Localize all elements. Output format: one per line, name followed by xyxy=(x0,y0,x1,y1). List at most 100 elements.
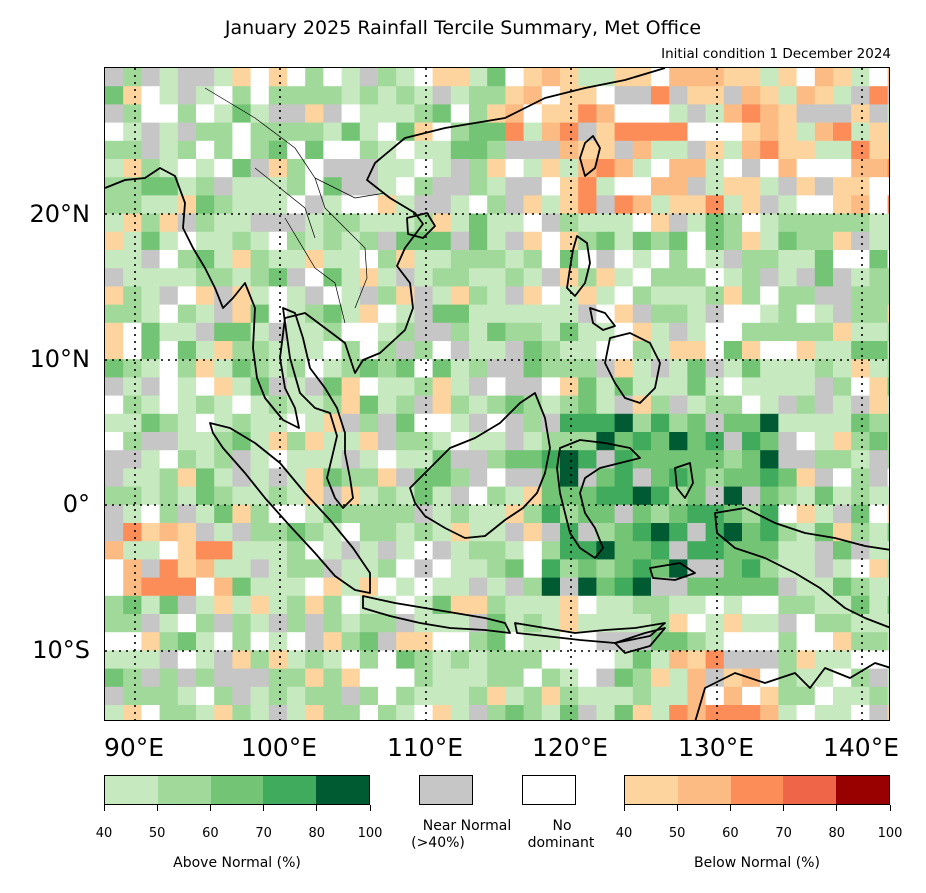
tercile-cell xyxy=(232,377,252,397)
tercile-cell xyxy=(250,432,270,451)
tercile-cell xyxy=(396,68,415,87)
tercile-cell xyxy=(487,668,506,688)
tercile-cell xyxy=(833,686,852,706)
no-dominant-label: No dominant xyxy=(500,818,600,852)
tercile-cell xyxy=(705,377,725,397)
tercile-cell xyxy=(505,195,525,215)
tercile-cell xyxy=(123,595,142,615)
below-normal-segment xyxy=(625,776,678,804)
tercile-cell xyxy=(487,468,506,488)
tercile-cell xyxy=(687,504,707,524)
tercile-cell xyxy=(505,86,525,105)
tercile-cell xyxy=(232,541,252,560)
tercile-cell xyxy=(414,86,434,105)
tercile-cell xyxy=(341,250,361,269)
tercile-cell xyxy=(560,541,579,560)
tercile-cell xyxy=(705,213,725,233)
above-normal-tick-label: 40 xyxy=(95,826,113,841)
tercile-cell xyxy=(196,650,215,670)
tercile-cell xyxy=(123,195,142,215)
tercile-cell xyxy=(323,122,343,142)
tercile-cell xyxy=(232,304,252,324)
country-borders xyxy=(204,87,386,324)
tercile-cell xyxy=(796,322,816,342)
tercile-cell xyxy=(651,705,670,720)
tercile-cell xyxy=(614,304,634,324)
tercile-cell xyxy=(869,559,889,579)
tercile-cell xyxy=(177,104,197,124)
tercile-cell xyxy=(414,705,434,720)
tercile-cell xyxy=(396,104,415,124)
tercile-cell xyxy=(359,250,379,269)
tercile-cell xyxy=(814,650,834,670)
tercile-cell xyxy=(887,413,889,433)
tercile-cell xyxy=(396,395,415,415)
tercile-cell xyxy=(159,341,179,360)
tercile-cell xyxy=(651,250,670,269)
tercile-cell xyxy=(141,341,161,360)
tercile-cell xyxy=(378,450,397,469)
tercile-cell xyxy=(414,523,434,542)
tercile-cell xyxy=(596,250,616,269)
tercile-cell xyxy=(632,177,652,196)
tercile-cell xyxy=(141,231,161,251)
tercile-cell xyxy=(469,650,488,670)
tercile-cell xyxy=(214,523,233,542)
tercile-cell xyxy=(305,268,324,287)
tercile-cell xyxy=(778,304,798,324)
tercile-cell xyxy=(305,668,324,688)
tercile-cell xyxy=(250,595,270,615)
tercile-cell xyxy=(250,159,270,178)
above-normal-tick-mark xyxy=(156,805,158,811)
tercile-cell xyxy=(833,650,852,670)
tercile-cell xyxy=(541,650,561,670)
tercile-cell xyxy=(378,68,397,87)
below-normal-tick-mark xyxy=(889,805,891,811)
tercile-cell xyxy=(742,686,761,706)
coastline-sulawesi xyxy=(556,439,641,559)
tercile-cell xyxy=(123,413,142,433)
tercile-cell xyxy=(432,250,452,269)
tercile-cell xyxy=(105,159,124,178)
tercile-cell xyxy=(432,359,452,378)
tercile-cell xyxy=(505,395,525,415)
tercile-cell xyxy=(323,341,343,360)
tercile-cell xyxy=(851,468,870,488)
tercile-cell xyxy=(341,286,361,306)
tercile-cell xyxy=(414,432,434,451)
tercile-cell xyxy=(723,213,743,233)
tercile-cell xyxy=(669,523,688,542)
tercile-cell xyxy=(869,468,889,488)
tercile-cell xyxy=(268,286,288,306)
tercile-cell xyxy=(833,250,852,269)
tercile-cell xyxy=(541,140,561,160)
tercile-cell xyxy=(705,559,725,579)
tercile-cell xyxy=(541,286,561,306)
tercile-cell xyxy=(596,614,616,633)
tercile-cell xyxy=(760,686,779,706)
tercile-cell xyxy=(687,286,707,306)
above-normal-tick-label: 100 xyxy=(357,826,383,841)
tercile-cell xyxy=(196,413,215,433)
tercile-cell xyxy=(505,450,525,469)
tercile-cell xyxy=(778,523,798,542)
tercile-cell xyxy=(614,286,634,306)
above-normal-tick-mark xyxy=(369,805,371,811)
tercile-cell xyxy=(760,122,779,142)
tercile-cell xyxy=(851,286,870,306)
tercile-cell xyxy=(450,268,470,287)
tercile-cell xyxy=(651,359,670,378)
tercile-cell xyxy=(523,450,543,469)
tercile-cell xyxy=(869,359,889,378)
tercile-cell xyxy=(651,413,670,433)
tercile-cell xyxy=(469,632,488,651)
tercile-cell xyxy=(414,250,434,269)
tercile-cell xyxy=(105,286,124,306)
tercile-cell xyxy=(887,577,889,597)
tercile-cell xyxy=(323,577,343,597)
tercile-cell xyxy=(123,140,142,160)
tercile-cell xyxy=(305,304,324,324)
map-title: January 2025 Rainfall Tercile Summary, M… xyxy=(224,17,702,39)
tercile-cell xyxy=(232,559,252,579)
tercile-cell xyxy=(196,395,215,415)
